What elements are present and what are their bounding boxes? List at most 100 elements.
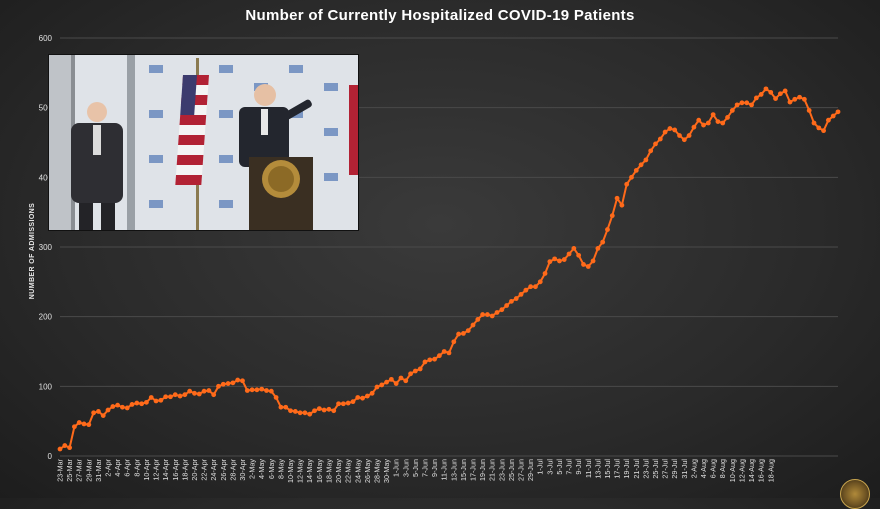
data-point [139, 401, 145, 407]
data-point [624, 181, 630, 187]
x-tick-label: 31-Mar [94, 458, 103, 481]
x-tick-label: 11-Jun [440, 459, 449, 480]
data-point [124, 405, 130, 411]
data-point [633, 167, 639, 173]
data-point [609, 213, 615, 219]
data-point [249, 387, 255, 393]
x-tick-label: 8-May [276, 459, 285, 479]
data-point [240, 378, 245, 384]
data-point [120, 404, 125, 410]
data-point [499, 307, 505, 313]
data-point [153, 398, 159, 404]
data-point [81, 421, 87, 427]
data-point [489, 313, 495, 319]
data-point [427, 357, 433, 363]
data-point [412, 368, 418, 374]
data-point [76, 420, 82, 425]
x-tick-label: 5-Jul [555, 459, 564, 475]
data-point [268, 388, 274, 394]
y-tick-label: 600 [39, 34, 53, 43]
chart-title: Number of Currently Hospitalized COVID-1… [245, 7, 635, 24]
data-point [576, 252, 582, 258]
x-tick-label: 31-Jul [680, 459, 689, 479]
x-tick-label: 18-Aug [766, 459, 775, 482]
data-point [552, 256, 558, 262]
data-point [480, 312, 486, 317]
x-tick-label: 9-Jul [574, 459, 583, 475]
data-point [638, 162, 644, 168]
x-tick-label: 1-Jul [536, 459, 545, 475]
data-point [797, 94, 802, 100]
data-point [513, 296, 519, 301]
x-tick-label: 4-Apr [113, 458, 122, 476]
data-point [557, 258, 562, 264]
data-point [710, 112, 716, 118]
data-point [777, 91, 783, 97]
x-tick-label: 24-Apr [209, 458, 218, 480]
data-point [456, 331, 462, 337]
x-tick-label: 22-May [344, 459, 353, 483]
data-point [168, 394, 173, 400]
data-point [446, 350, 452, 356]
x-tick-label: 6-Aug [709, 459, 718, 478]
data-point [581, 262, 586, 267]
data-point [196, 391, 202, 397]
x-tick-label: 12-Aug [737, 459, 746, 482]
data-point [465, 328, 471, 333]
x-tick-label: 22-Apr [200, 458, 209, 480]
data-point [561, 257, 567, 262]
data-point [100, 413, 106, 418]
x-tick-label: 23-Jul [641, 459, 650, 479]
data-point [811, 120, 817, 126]
data-point [105, 407, 111, 413]
data-point [509, 298, 514, 304]
data-point [470, 322, 476, 328]
y-tick-label: 500 [39, 104, 53, 113]
data-point [672, 127, 678, 133]
data-point [350, 399, 356, 405]
x-tick-label: 30-Apr [238, 458, 247, 480]
data-point [441, 349, 447, 354]
data-point [158, 397, 164, 403]
data-point [696, 117, 702, 123]
x-tick-label: 7-Jul [565, 459, 574, 475]
x-tick-label: 19-Jul [622, 459, 631, 479]
x-tick-label: 6-May [267, 459, 276, 479]
data-point [278, 404, 284, 410]
data-point [292, 409, 298, 414]
y-tick-label: 0 [48, 452, 53, 461]
data-point [96, 409, 101, 414]
data-point [134, 400, 140, 406]
data-point [302, 410, 308, 416]
x-tick-label: 25-Jun [507, 459, 516, 481]
x-tick-label: 1-Jun [392, 459, 401, 477]
y-axis-ticks: 0 100 200 300 400 500 600 [39, 34, 53, 461]
y-tick-label: 200 [39, 313, 53, 322]
data-point [614, 195, 620, 201]
x-tick-label: 2-Aug [689, 459, 698, 478]
data-point [758, 92, 764, 97]
data-point [326, 406, 332, 412]
data-point [273, 395, 279, 400]
data-point [321, 407, 327, 413]
data-point [825, 117, 831, 123]
x-tick-label: 28-May [372, 459, 381, 483]
data-point [533, 284, 538, 290]
x-tick-label: 17-Jun [469, 459, 478, 481]
data-point [177, 393, 183, 399]
y-axis-label: NUMBER OF ADMISSIONS [29, 203, 36, 299]
x-tick-label: 9-Jun [430, 459, 439, 477]
series-layer [57, 86, 841, 452]
x-tick-label: 5-Jun [411, 459, 420, 477]
press-conference-image [49, 55, 358, 230]
data-point [129, 402, 135, 407]
x-tick-label: 18-Apr [180, 458, 189, 480]
data-point [782, 88, 788, 94]
data-point [753, 95, 759, 101]
x-tick-label: 10-Aug [728, 459, 737, 482]
data-point [725, 115, 730, 120]
data-point [211, 392, 217, 398]
data-point [691, 124, 697, 130]
data-point [523, 287, 529, 293]
data-point [225, 381, 231, 386]
